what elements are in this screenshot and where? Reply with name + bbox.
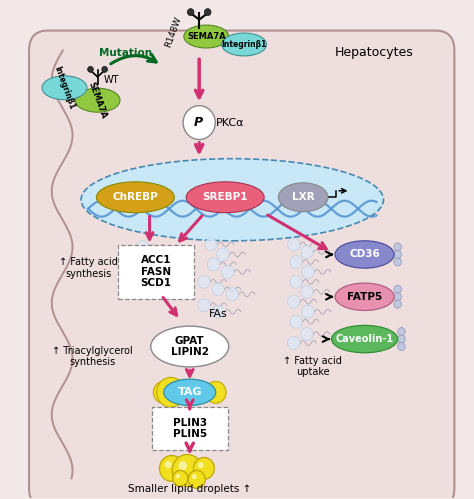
Text: ↑ Triacylglycerol
synthesis: ↑ Triacylglycerol synthesis — [53, 346, 133, 367]
Circle shape — [290, 315, 302, 328]
Text: SEMA7A: SEMA7A — [87, 80, 109, 120]
Text: Smaller lipid droplets ↑: Smaller lipid droplets ↑ — [128, 485, 251, 495]
Ellipse shape — [75, 88, 120, 112]
Circle shape — [301, 285, 313, 298]
Circle shape — [394, 300, 401, 308]
Circle shape — [154, 381, 174, 403]
Circle shape — [302, 265, 314, 278]
Circle shape — [176, 474, 180, 478]
Circle shape — [290, 275, 302, 288]
Circle shape — [198, 275, 210, 288]
Circle shape — [172, 455, 202, 487]
Ellipse shape — [278, 183, 328, 212]
Circle shape — [88, 66, 93, 72]
Circle shape — [212, 283, 224, 296]
Ellipse shape — [151, 326, 229, 367]
Text: SEMA7A: SEMA7A — [187, 32, 226, 41]
Circle shape — [290, 255, 302, 268]
Text: SREBP1: SREBP1 — [202, 192, 248, 202]
Text: ACC1
FASN
SCD1: ACC1 FASN SCD1 — [140, 255, 171, 288]
Text: PKCα: PKCα — [216, 118, 244, 128]
Text: Caveolin-1: Caveolin-1 — [336, 334, 394, 344]
Ellipse shape — [331, 325, 398, 353]
FancyBboxPatch shape — [118, 245, 194, 299]
Ellipse shape — [184, 25, 229, 48]
Circle shape — [394, 243, 401, 251]
Circle shape — [141, 263, 154, 276]
Circle shape — [205, 238, 217, 251]
Ellipse shape — [42, 76, 87, 100]
Text: Hepatocytes: Hepatocytes — [335, 46, 413, 59]
Circle shape — [153, 273, 165, 286]
Circle shape — [198, 299, 210, 312]
Circle shape — [288, 337, 300, 349]
Text: WT: WT — [104, 75, 119, 85]
Circle shape — [179, 461, 187, 470]
Circle shape — [183, 106, 215, 140]
Circle shape — [198, 462, 204, 468]
Text: CD36: CD36 — [349, 250, 380, 259]
Circle shape — [164, 255, 177, 268]
Text: ↑ Fatty acid
uptake: ↑ Fatty acid uptake — [283, 356, 342, 377]
Circle shape — [205, 381, 226, 403]
Ellipse shape — [335, 283, 394, 310]
Circle shape — [398, 335, 405, 343]
Circle shape — [288, 238, 300, 251]
Circle shape — [125, 255, 137, 268]
FancyBboxPatch shape — [152, 407, 228, 450]
Ellipse shape — [164, 379, 216, 406]
Text: GPAT
LIPIN2: GPAT LIPIN2 — [171, 336, 209, 357]
Circle shape — [226, 288, 238, 301]
Circle shape — [221, 265, 234, 278]
Circle shape — [173, 471, 188, 487]
Text: Integrinβ1: Integrinβ1 — [53, 65, 76, 111]
Ellipse shape — [81, 159, 383, 241]
Circle shape — [159, 456, 184, 482]
Circle shape — [288, 295, 300, 308]
Circle shape — [398, 328, 405, 336]
Circle shape — [137, 241, 149, 253]
Text: TAG: TAG — [177, 387, 202, 397]
Circle shape — [394, 250, 401, 258]
Circle shape — [164, 461, 172, 468]
Text: P: P — [194, 116, 203, 129]
Text: ChREBP: ChREBP — [112, 192, 158, 202]
Circle shape — [398, 342, 405, 350]
Circle shape — [301, 328, 313, 340]
Text: LXR: LXR — [292, 192, 314, 202]
Text: ↑ Fatty acid
synthesis: ↑ Fatty acid synthesis — [59, 257, 118, 279]
Circle shape — [394, 293, 401, 301]
Circle shape — [193, 458, 214, 480]
Circle shape — [394, 285, 401, 293]
Text: FAs: FAs — [209, 309, 228, 319]
Text: PLIN3
PLIN5: PLIN3 PLIN5 — [173, 418, 207, 440]
Circle shape — [187, 8, 194, 15]
Circle shape — [129, 270, 142, 283]
Text: FATP5: FATP5 — [347, 292, 382, 302]
Text: Integrinβ1: Integrinβ1 — [221, 40, 267, 49]
Circle shape — [302, 305, 314, 318]
Ellipse shape — [335, 241, 394, 268]
Circle shape — [212, 305, 224, 318]
Circle shape — [301, 246, 313, 258]
Ellipse shape — [222, 33, 266, 56]
Circle shape — [394, 258, 401, 266]
Circle shape — [151, 250, 163, 263]
Circle shape — [156, 377, 185, 407]
Circle shape — [207, 258, 219, 271]
Text: Mutation: Mutation — [100, 48, 153, 58]
Circle shape — [102, 66, 108, 72]
Text: R148W: R148W — [164, 15, 183, 48]
FancyBboxPatch shape — [29, 30, 455, 499]
Circle shape — [188, 471, 205, 489]
Circle shape — [217, 248, 229, 261]
Ellipse shape — [96, 182, 174, 213]
Circle shape — [192, 474, 197, 479]
Ellipse shape — [186, 182, 264, 213]
Circle shape — [204, 8, 211, 15]
